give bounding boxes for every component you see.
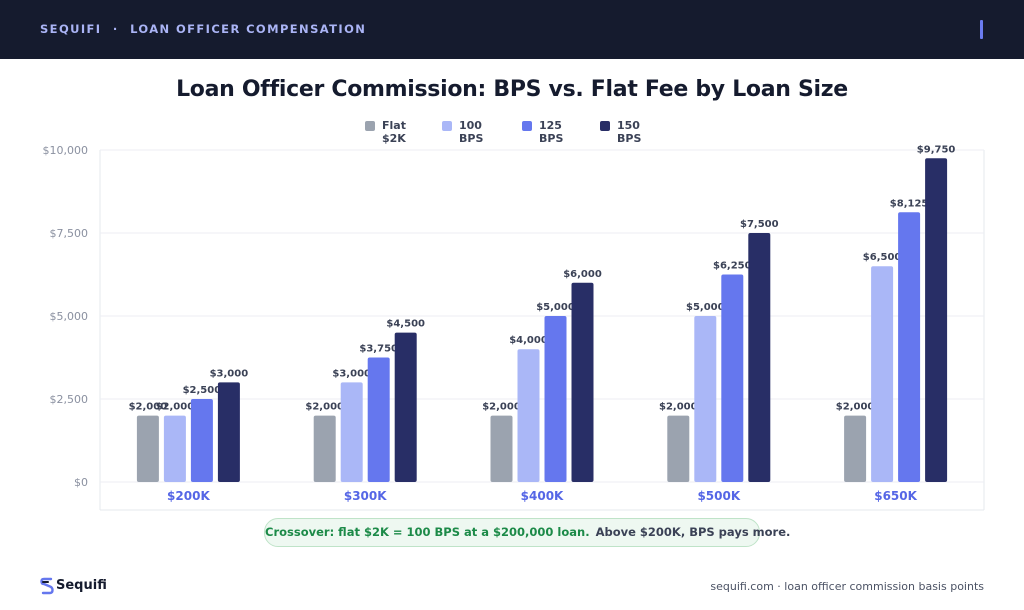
footer-source: sequifi.com · loan officer commission ba… xyxy=(710,580,984,593)
bar xyxy=(925,158,948,483)
bar xyxy=(844,415,867,482)
bar-value-label: $3,750 xyxy=(359,344,398,355)
top-bar: SEQUIFI · LOAN OFFICER COMPENSATION xyxy=(0,0,1024,59)
bar-value-label: $2,000 xyxy=(156,402,195,413)
y-tick-label: $0 xyxy=(74,476,88,489)
bar xyxy=(544,316,567,482)
bar xyxy=(490,415,513,482)
header-accent-bar xyxy=(980,20,983,39)
bar xyxy=(394,332,417,482)
legend-label-125-1: 125 xyxy=(539,119,562,132)
legend-swatch-125bps xyxy=(522,121,532,131)
brand-separator: · xyxy=(112,22,119,36)
bar-value-label: $2,000 xyxy=(129,402,168,413)
bar xyxy=(367,357,390,482)
bar xyxy=(667,415,690,482)
legend-label-100bps: 100 BPS xyxy=(459,119,484,145)
bar xyxy=(721,274,744,482)
x-category-label: $500K xyxy=(697,489,740,503)
bar-value-label: $4,000 xyxy=(509,335,548,346)
header-brand: SEQUIFI · LOAN OFFICER COMPENSATION xyxy=(40,22,366,36)
bar xyxy=(871,266,894,482)
bar-value-label: $6,000 xyxy=(563,269,602,280)
bar-value-label: $8,125 xyxy=(890,198,929,209)
legend-swatch-100bps xyxy=(442,121,452,131)
bar xyxy=(217,382,240,482)
bar-value-label: $3,000 xyxy=(210,368,249,379)
bar-value-label: $2,500 xyxy=(183,385,222,396)
legend-label-flat-1: Flat xyxy=(382,119,406,132)
section-name: LOAN OFFICER COMPENSATION xyxy=(130,22,367,36)
y-tick-label: $5,000 xyxy=(50,310,89,323)
legend-label-150bps: 150 BPS xyxy=(617,119,642,145)
bar-value-label: $9,750 xyxy=(917,144,956,155)
legend-label-125-2: BPS xyxy=(539,132,564,145)
bar-value-label: $5,000 xyxy=(536,302,575,313)
x-category-label: $300K xyxy=(344,489,387,503)
logo-wordmark: Sequifi xyxy=(56,578,107,593)
bar-value-label: $6,500 xyxy=(863,252,902,263)
x-category-label: $400K xyxy=(521,489,564,503)
bar xyxy=(313,415,336,482)
bar-value-label: $2,000 xyxy=(305,402,344,413)
bar xyxy=(136,415,159,482)
callout-main: Crossover: flat $2K = 100 BPS at a $200,… xyxy=(265,525,590,539)
legend-swatch-150bps xyxy=(600,121,610,131)
bar xyxy=(571,282,594,482)
x-category-label: $650K xyxy=(874,489,917,503)
crossover-callout: Crossover: flat $2K = 100 BPS at a $200,… xyxy=(264,518,790,547)
bar xyxy=(748,233,771,482)
bar xyxy=(694,316,717,482)
bar-value-label: $5,000 xyxy=(686,302,725,313)
bar-value-label: $2,000 xyxy=(482,402,521,413)
callout-secondary: Above $200K, BPS pays more. xyxy=(595,525,791,539)
bar xyxy=(517,349,540,482)
bar-value-label: $2,000 xyxy=(659,402,698,413)
y-tick-label: $7,500 xyxy=(50,227,89,240)
bar-value-label: $3,000 xyxy=(332,368,371,379)
bar xyxy=(163,415,186,482)
legend-label-flat-2: $2K xyxy=(382,132,406,145)
bar-value-label: $7,500 xyxy=(740,219,779,230)
bar xyxy=(898,212,921,482)
chart-title: Loan Officer Commission: BPS vs. Flat Fe… xyxy=(176,77,848,102)
y-tick-label: $2,500 xyxy=(50,393,89,406)
bar-value-label: $6,250 xyxy=(713,261,752,272)
bar xyxy=(190,399,213,482)
bar-value-label: $4,500 xyxy=(386,319,425,330)
sequifi-logo-icon xyxy=(40,577,54,595)
brand-name: SEQUIFI xyxy=(40,22,102,36)
x-category-label: $200K xyxy=(167,489,210,503)
legend-swatch-flat xyxy=(365,121,375,131)
bar-value-label: $2,000 xyxy=(836,402,875,413)
y-tick-label: $10,000 xyxy=(43,144,89,157)
bar xyxy=(340,382,363,482)
